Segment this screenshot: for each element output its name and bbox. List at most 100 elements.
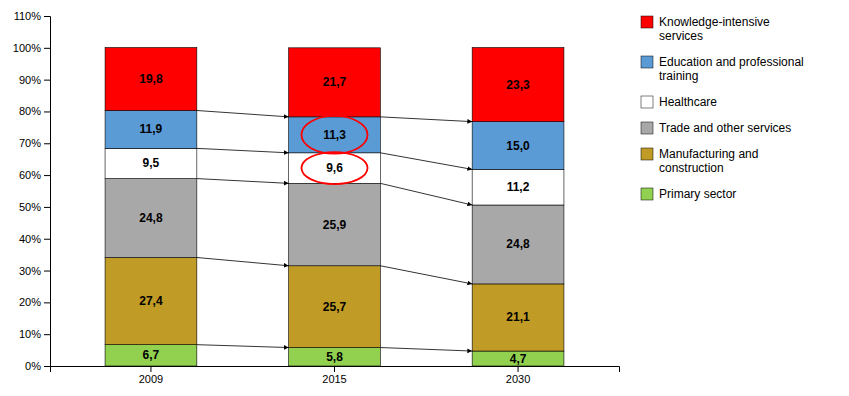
- bar-segment: [472, 122, 564, 170]
- legend-label: Manufacturing andconstruction: [659, 147, 758, 175]
- highlight-ellipse: [301, 116, 367, 154]
- x-axis: 2009 2015 2030: [51, 366, 620, 385]
- y-tick-mark: [44, 175, 50, 176]
- y-tick-mark: [44, 80, 50, 81]
- data-label: 21,1: [506, 310, 530, 324]
- connector: [380, 266, 472, 284]
- x-tick-mark: [518, 366, 519, 372]
- legend-label: Healthcare: [659, 95, 717, 109]
- x-tick: 2030: [506, 366, 530, 385]
- data-label: 11,9: [140, 122, 163, 136]
- data-label: 24,8: [506, 237, 530, 251]
- connector: [380, 153, 472, 170]
- connectors: [197, 111, 472, 352]
- legend-swatch: [641, 56, 653, 68]
- data-label: 4,7: [510, 352, 527, 366]
- chart: 0% 10% 20% 30% 40% 50% 60% 70% 80% 90% 100% 110% 200…: [0, 0, 849, 396]
- bar-segment: [289, 117, 381, 153]
- connector: [197, 258, 289, 266]
- legend-item: Knowledge-intensiveservices: [641, 15, 770, 43]
- legend-item: Trade and other services: [641, 121, 791, 135]
- y-tick-label: 60%: [19, 169, 41, 181]
- y-tick-mark: [44, 302, 50, 303]
- legend-label: Trade and other services: [659, 121, 791, 135]
- series: [105, 48, 564, 122]
- y-tick-label: 0%: [25, 360, 41, 372]
- y-tick: 90%: [19, 74, 50, 86]
- data-label: 25,9: [323, 218, 347, 232]
- y-tick-label: 70%: [19, 137, 41, 149]
- y-tick-mark: [44, 16, 50, 17]
- y-tick-mark: [44, 48, 50, 49]
- y-axis: 0% 10% 20% 30% 40% 50% 60% 70% 80% 90% 100% 110%: [13, 10, 51, 372]
- bar-segment: [472, 48, 564, 122]
- y-tick-label: 10%: [19, 328, 41, 340]
- data-label: 27,4: [139, 294, 163, 308]
- x-axis-line: [51, 367, 620, 373]
- bar-segment: [105, 258, 197, 345]
- bar-segment: [472, 284, 564, 351]
- data-label: 23,3: [506, 78, 530, 92]
- bar-segment: [105, 345, 197, 366]
- y-tick: 40%: [19, 233, 50, 245]
- y-tick: 0%: [25, 360, 50, 372]
- y-tick-label: 20%: [19, 296, 41, 308]
- y-tick: 100%: [13, 42, 50, 54]
- y-tick-mark: [44, 239, 50, 240]
- bar-segment: [289, 153, 381, 184]
- x-tick-label: 2009: [139, 373, 163, 385]
- y-axis-line: [44, 17, 51, 367]
- y-tick-mark: [44, 366, 50, 367]
- y-tick-label: 30%: [19, 265, 41, 277]
- legend-item: Education and professionaltraining: [641, 55, 804, 83]
- connector: [197, 345, 289, 348]
- y-tick-label: 50%: [19, 201, 41, 213]
- data-label: 6,7: [143, 348, 160, 362]
- y-tick-label: 100%: [13, 42, 41, 54]
- x-tick: 2015: [322, 366, 346, 385]
- data-label: 25,7: [323, 300, 347, 314]
- data-label: 5,8: [326, 350, 343, 364]
- legend-swatch: [641, 122, 653, 134]
- y-tick: 30%: [19, 265, 50, 277]
- x-tick-mark: [150, 366, 151, 372]
- connector: [197, 111, 289, 117]
- y-tick-label: 90%: [19, 74, 41, 86]
- data-label: 9,5: [143, 156, 160, 170]
- connector: [380, 348, 472, 352]
- bar-segment: [472, 351, 564, 366]
- legend-item: Healthcare: [641, 95, 717, 109]
- highlights: [301, 116, 367, 184]
- y-tick: 70%: [19, 137, 50, 149]
- y-tick-mark: [44, 143, 50, 144]
- data-label: 15,0: [506, 139, 530, 153]
- data-label: 24,8: [139, 211, 163, 225]
- bar-segment: [472, 169, 564, 205]
- highlight-ellipse: [301, 152, 367, 184]
- data-label: 9,6: [326, 161, 343, 175]
- data-labels: 6,7 5,8 4,7 27,4 25,7 21,1 24,8 25,9 24,8 9,5 9,6 1…: [139, 72, 530, 366]
- legend: Knowledge-intensiveservices Education and…: [641, 15, 804, 201]
- data-label: 21,7: [323, 75, 347, 89]
- y-tick: 20%: [19, 296, 50, 308]
- plot-area: [105, 48, 564, 367]
- bar-segment: [472, 205, 564, 284]
- connector: [380, 183, 472, 205]
- y-tick-label: 110%: [14, 10, 42, 22]
- y-tick: 50%: [19, 201, 50, 213]
- legend-swatch: [641, 96, 653, 108]
- y-tick: 60%: [19, 169, 50, 181]
- bar-segment: [289, 183, 381, 265]
- y-tick: 80%: [19, 105, 50, 117]
- connector: [197, 148, 289, 152]
- y-tick-label: 40%: [19, 233, 41, 245]
- data-label: 19,8: [139, 72, 163, 86]
- data-label: 11,2: [507, 180, 530, 194]
- y-tick: 110%: [14, 10, 50, 22]
- y-tick-mark: [44, 271, 50, 272]
- legend-label: Knowledge-intensiveservices: [659, 15, 770, 43]
- x-tick-label: 2015: [322, 373, 346, 385]
- bar-segment: [105, 179, 197, 258]
- y-tick-mark: [44, 111, 50, 112]
- bar-segment: [289, 48, 381, 117]
